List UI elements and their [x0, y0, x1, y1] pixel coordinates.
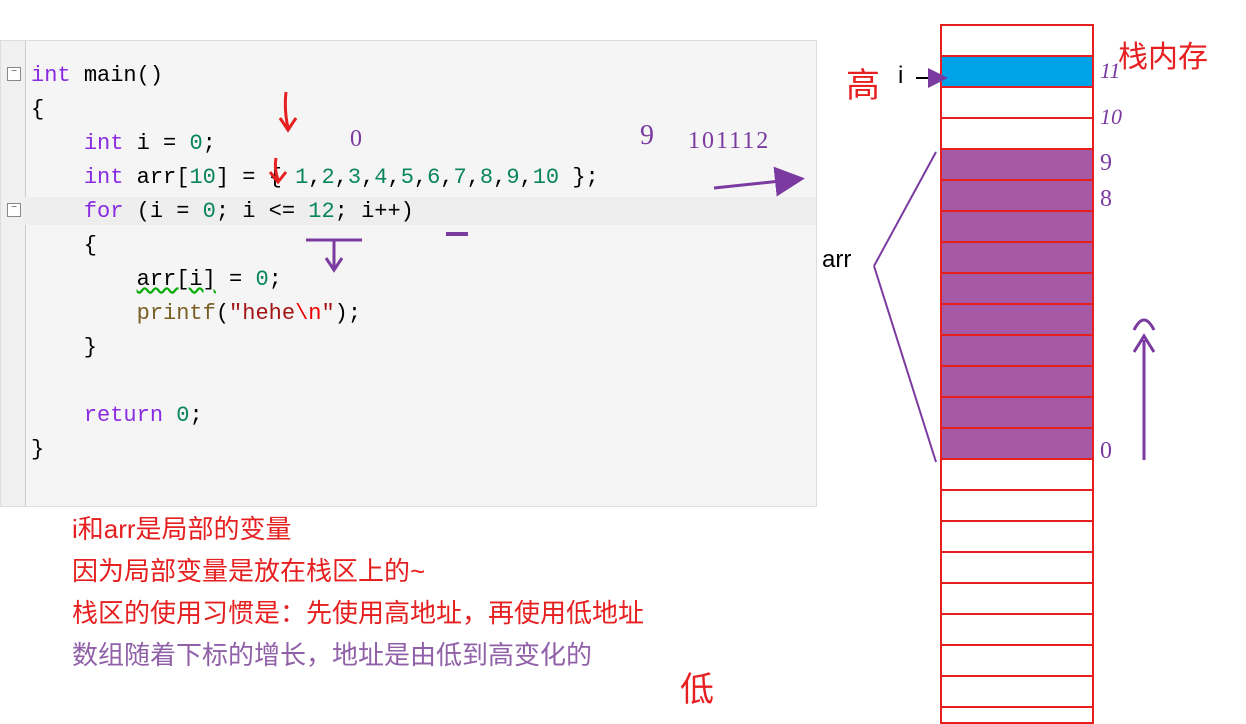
notes-block: i和arr是局部的变量 因为局部变量是放在栈区上的~ 栈区的使用习惯是：先使用高… [72, 508, 644, 676]
stack-cell [942, 677, 1092, 708]
stack-cell [942, 336, 1092, 367]
stack-cell [942, 491, 1092, 522]
note-line-1: i和arr是局部的变量 [72, 508, 644, 550]
stack-diagram [940, 24, 1094, 724]
note-line-2: 因为局部变量是放在栈区上的~ [72, 550, 644, 592]
stack-cell [942, 119, 1092, 150]
annot-11: 11 [1100, 58, 1120, 84]
code-line: { [31, 97, 44, 122]
code-line: int main() [31, 63, 163, 88]
i-label: i [898, 62, 903, 90]
code-line: } [31, 335, 97, 360]
stack-cell [942, 212, 1092, 243]
idx-9: 9 [1100, 150, 1112, 177]
annot-10: 10 [1100, 104, 1122, 130]
gutter [1, 41, 26, 506]
high-label: 高 [846, 58, 880, 107]
stack-cell [942, 522, 1092, 553]
code-line: int arr[10] = { 1,2,3,4,5,6,7,8,9,10 }; [31, 165, 599, 190]
stack-cell [942, 305, 1092, 336]
code-line: { [31, 233, 97, 258]
note-line-3: 栈区的使用习惯是：先使用高地址，再使用低地址 [72, 592, 644, 634]
stack-cell [942, 57, 1092, 88]
code-line: int i = 0; [31, 131, 216, 156]
stack-cell [942, 646, 1092, 677]
stack-cell [942, 584, 1092, 615]
code-line: arr[i] = 0; [31, 267, 282, 292]
stack-cell [942, 88, 1092, 119]
stack-cell [942, 243, 1092, 274]
idx-8: 8 [1100, 186, 1112, 213]
code-line: return 0; [31, 403, 203, 428]
annot-0: 0 [350, 126, 362, 153]
note-line-4: 数组随着下标的增长，地址是由低到高变化的 [72, 634, 644, 676]
arr-label: arr [822, 246, 851, 274]
idx-0: 0 [1100, 438, 1112, 465]
fold-icon[interactable]: − [7, 203, 21, 217]
fold-icon[interactable]: − [7, 67, 21, 81]
stack-cell [942, 367, 1092, 398]
stack-cell [942, 150, 1092, 181]
stack-cell [942, 615, 1092, 646]
stack-cell [942, 26, 1092, 57]
code-line: for (i = 0; i <= 12; i++) [31, 199, 414, 224]
stack-title: 栈内存 [1118, 32, 1208, 76]
stack-cell [942, 181, 1092, 212]
annot-101112: 101112 [688, 128, 770, 155]
code-line: printf("hehe\n"); [31, 301, 361, 326]
code-line: } [31, 437, 44, 462]
stack-cell [942, 460, 1092, 491]
annot-9: 9 [640, 120, 654, 152]
stack-cell [942, 553, 1092, 584]
stack-cell [942, 429, 1092, 460]
code-block: int main() { int i = 0; int arr[10] = { 1… [0, 40, 817, 507]
stack-cell [942, 398, 1092, 429]
low-label: 低 [680, 662, 714, 711]
stack-cell [942, 274, 1092, 305]
